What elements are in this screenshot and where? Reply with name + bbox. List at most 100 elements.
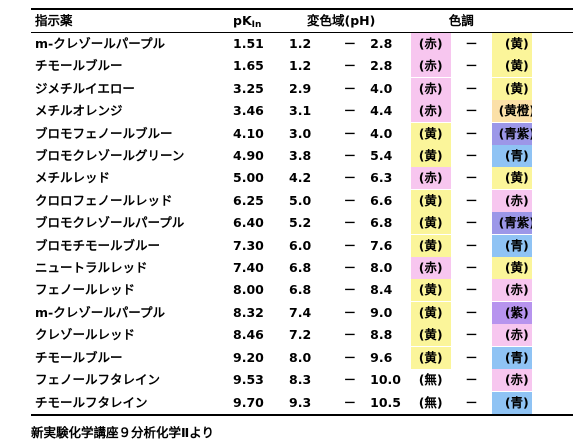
source-note: 新実験化学講座９分析化学Ⅱより bbox=[31, 425, 214, 440]
color-dash: － bbox=[465, 304, 478, 320]
range-low: 3.1 bbox=[289, 103, 312, 119]
color-dash: － bbox=[465, 394, 478, 410]
base-color-chip: (黄) bbox=[491, 167, 533, 190]
acid-color-cell: (黄) bbox=[410, 301, 452, 324]
base-color-cell: (黄) bbox=[491, 257, 533, 280]
base-color-cell: (青) bbox=[491, 145, 533, 168]
pkin-value: 9.70 bbox=[233, 394, 264, 410]
base-color-cell: (黄) bbox=[491, 77, 533, 100]
acid-color-cell: (赤) bbox=[410, 257, 452, 280]
row-spacer bbox=[532, 78, 573, 100]
base-color-chip: (赤) bbox=[491, 324, 533, 347]
indicator-name: ブロモクレゾールパープル bbox=[35, 215, 185, 231]
color-dash: － bbox=[465, 36, 478, 51]
indicator-name: クレゾールレッド bbox=[35, 327, 136, 343]
pkin-value: 8.32 bbox=[233, 304, 264, 320]
range-dash: － bbox=[343, 148, 357, 164]
color-dash: － bbox=[465, 125, 478, 141]
row-spacer bbox=[532, 100, 573, 122]
indicator-name: フェノールレッド bbox=[35, 282, 136, 298]
pkin-value: 5.00 bbox=[233, 170, 264, 186]
acid-color-chip: (黄) bbox=[410, 145, 451, 168]
row-spacer bbox=[532, 55, 573, 77]
table-row: メチルレッド 5.00 4.2 － 6.3 (赤) － (黄) bbox=[31, 167, 573, 190]
row-spacer bbox=[532, 235, 573, 257]
pkin-value: 3.25 bbox=[233, 80, 264, 96]
pkin-value: 9.53 bbox=[233, 372, 264, 388]
acid-color-cell: (赤) bbox=[410, 167, 452, 190]
color-dash: － bbox=[465, 260, 478, 276]
pkin-value: 8.00 bbox=[233, 282, 264, 298]
range-dash: － bbox=[343, 125, 357, 141]
acid-color-chip: (赤) bbox=[410, 100, 451, 123]
pkin-value: 6.25 bbox=[233, 192, 264, 208]
range-high: 8.8 bbox=[370, 327, 393, 343]
indicator-name: ブロモチモールブルー bbox=[35, 237, 161, 253]
range-low: 5.2 bbox=[289, 215, 312, 231]
range-low: 8.3 bbox=[289, 372, 312, 388]
table-row: フェノールフタレイン 9.53 8.3 － 10.0 (無) － (赤) bbox=[31, 369, 573, 392]
acid-color-chip: (赤) bbox=[410, 257, 451, 280]
acid-color-cell: (無) bbox=[410, 391, 452, 415]
range-high: 6.8 bbox=[370, 215, 393, 231]
range-high: 8.0 bbox=[370, 260, 393, 276]
acid-color-chip: (黄) bbox=[410, 301, 451, 324]
range-low: 2.9 bbox=[289, 80, 312, 96]
range-low: 1.2 bbox=[289, 58, 312, 74]
range-dash: － bbox=[343, 58, 357, 74]
table-row: チモールブルー 1.65 1.2 － 2.8 (赤) － (黄) bbox=[31, 55, 573, 78]
base-color-chip: (紫) bbox=[491, 301, 533, 324]
header-name: 指示薬 bbox=[35, 13, 73, 28]
header-row: 指示薬 pKIn 変色域(pH) 色調 bbox=[31, 9, 573, 33]
pkin-value: 6.40 bbox=[233, 215, 264, 231]
indicator-name: チモールフタレイン bbox=[35, 394, 148, 410]
acid-color-chip: (無) bbox=[410, 369, 451, 392]
base-color-chip: (青紫) bbox=[491, 122, 533, 145]
base-color-cell: (黄) bbox=[491, 33, 533, 56]
header-pk-sub: In bbox=[251, 20, 262, 30]
range-low: 6.0 bbox=[289, 237, 312, 253]
pkin-value: 7.40 bbox=[233, 260, 264, 276]
base-color-chip: (赤) bbox=[491, 279, 533, 302]
acid-color-cell: (黄) bbox=[410, 279, 452, 302]
range-dash: － bbox=[343, 170, 357, 186]
range-high: 4.0 bbox=[370, 80, 393, 96]
acid-color-chip: (赤) bbox=[410, 77, 451, 100]
base-color-chip: (黄橙) bbox=[491, 100, 533, 123]
color-dash: － bbox=[465, 282, 478, 298]
base-color-cell: (赤) bbox=[491, 369, 533, 392]
acid-color-chip: (赤) bbox=[410, 33, 451, 55]
row-spacer bbox=[532, 324, 573, 346]
acid-color-cell: (赤) bbox=[410, 33, 452, 56]
table-row: ブロモフェノールブルー 4.10 3.0 － 4.0 (黄) － (青紫) bbox=[31, 122, 573, 145]
range-low: 6.8 bbox=[289, 282, 312, 298]
indicator-name: ブロモクレゾールグリーン bbox=[35, 148, 185, 164]
range-high: 2.8 bbox=[370, 58, 393, 74]
acid-color-chip: (黄) bbox=[410, 279, 451, 302]
base-color-chip: (黄) bbox=[491, 77, 533, 100]
row-spacer bbox=[532, 212, 573, 234]
range-high: 2.8 bbox=[370, 36, 393, 51]
acid-color-cell: (黄) bbox=[410, 324, 452, 347]
table-row: ニュートラルレッド 7.40 6.8 － 8.0 (赤) － (黄) bbox=[31, 257, 573, 280]
range-dash: － bbox=[343, 394, 357, 410]
range-low: 4.2 bbox=[289, 170, 312, 186]
base-color-chip: (青) bbox=[491, 346, 533, 369]
indicator-name: フェノールフタレイン bbox=[35, 372, 161, 388]
indicator-name: チモールブルー bbox=[35, 58, 123, 74]
color-dash: － bbox=[465, 170, 478, 186]
range-low: 5.0 bbox=[289, 192, 312, 208]
indicator-name: メチルレッド bbox=[35, 170, 111, 186]
base-color-cell: (赤) bbox=[491, 189, 533, 212]
acid-color-cell: (無) bbox=[410, 369, 452, 392]
base-color-chip: (赤) bbox=[491, 189, 533, 212]
base-color-cell: (赤) bbox=[491, 324, 533, 347]
row-spacer bbox=[532, 369, 573, 391]
range-dash: － bbox=[343, 36, 357, 51]
range-dash: － bbox=[343, 103, 357, 119]
base-color-cell: (黄) bbox=[491, 167, 533, 190]
range-dash: － bbox=[343, 237, 357, 253]
color-dash: － bbox=[465, 103, 478, 119]
row-spacer bbox=[532, 302, 573, 324]
